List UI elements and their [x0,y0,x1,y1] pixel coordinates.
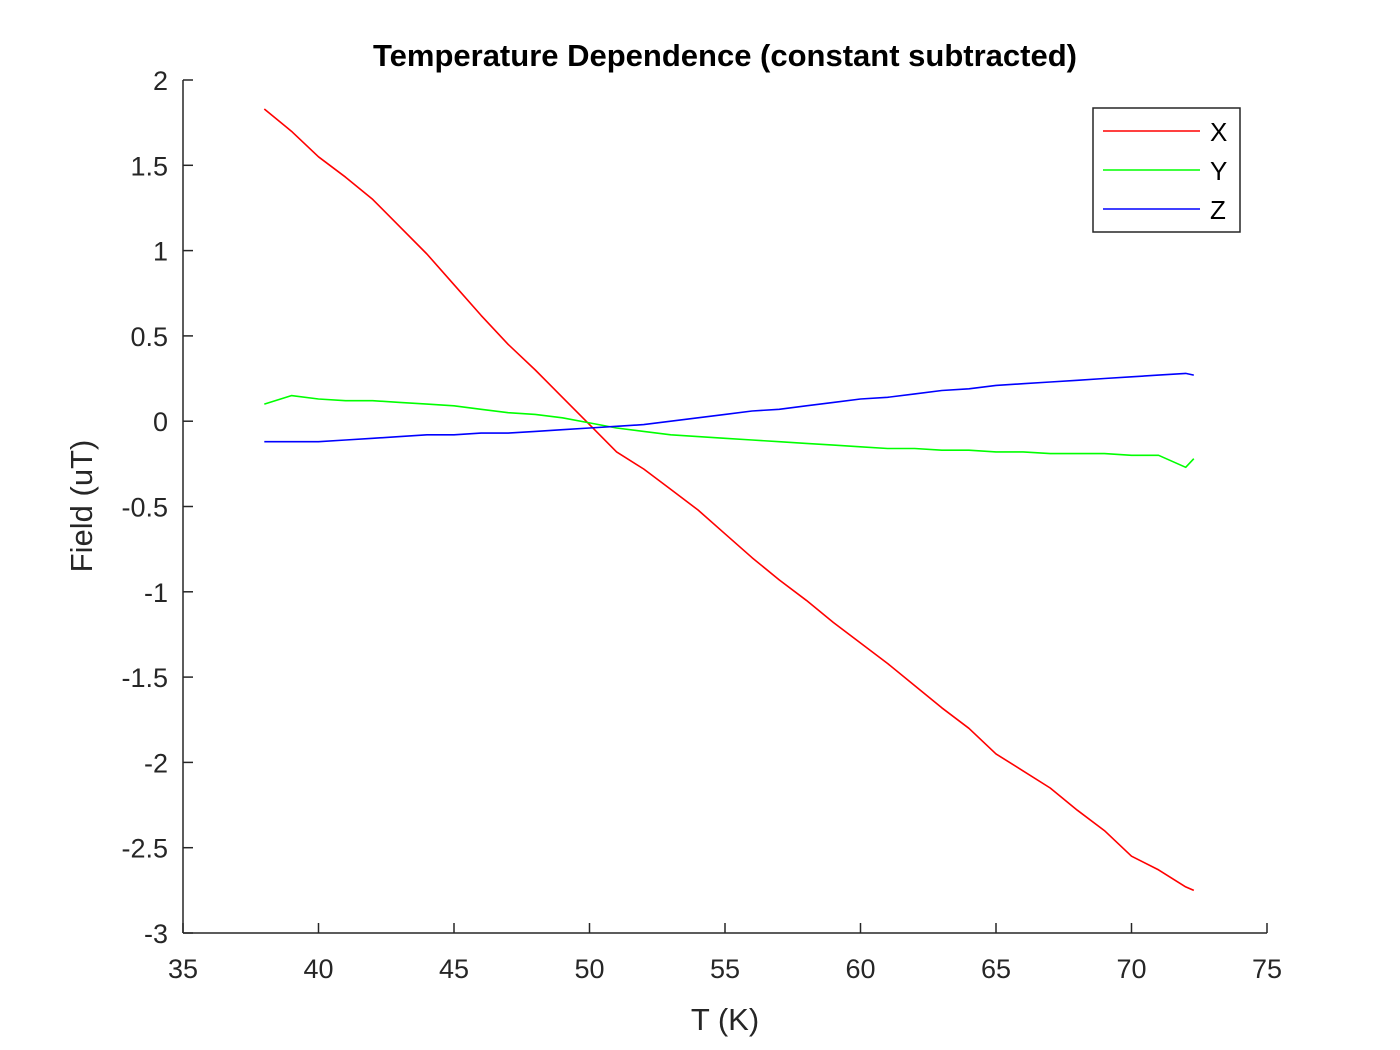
series-line-z [264,372,1194,443]
series-line-y [264,394,1195,469]
y-tick-label: -0.5 [121,493,168,523]
y-tick-label: -1 [144,578,168,608]
x-tick-label: 75 [1252,954,1282,984]
y-tick-label: -2 [144,748,168,778]
x-axis-label: T (K) [691,1002,759,1037]
x-tick-label: 70 [1116,954,1146,984]
x-tick-label: 35 [168,954,198,984]
series-layer [263,108,1195,892]
x-tick-label: 55 [710,954,740,984]
y-tick-label: -1.5 [121,663,168,693]
legend-label-y: Y [1210,156,1227,186]
plot-area: 35 40 45 50 55 60 65 70 75 -3 -2.5 -2 -1.5 -1 -0.5 0 0.… [121,66,1282,984]
x-tick-label: 60 [845,954,875,984]
x-ticks: 35 40 45 50 55 60 65 70 75 [168,923,1282,984]
legend: XYZ [1092,107,1241,233]
x-tick-label: 45 [439,954,469,984]
y-tick-label: -2.5 [121,834,168,864]
legend-label-z: Z [1210,195,1226,225]
legend-items: XYZ [1103,117,1227,225]
y-tick-label: 1.5 [130,151,168,181]
chart-title: Temperature Dependence (constant subtrac… [373,38,1077,73]
y-axis-label: Field (uT) [64,440,99,573]
x-tick-label: 40 [303,954,333,984]
y-tick-label: 0 [153,407,168,437]
y-tick-label: 0.5 [130,322,168,352]
x-tick-label: 65 [981,954,1011,984]
y-tick-label: 1 [153,237,168,267]
series-line-x [263,108,1195,892]
legend-label-x: X [1210,117,1227,147]
y-tick-label: -3 [144,919,168,949]
y-tick-label: 2 [153,66,168,96]
x-tick-label: 50 [574,954,604,984]
y-ticks: -3 -2.5 -2 -1.5 -1 -0.5 0 0.5 1 1.5 2 [121,66,193,949]
